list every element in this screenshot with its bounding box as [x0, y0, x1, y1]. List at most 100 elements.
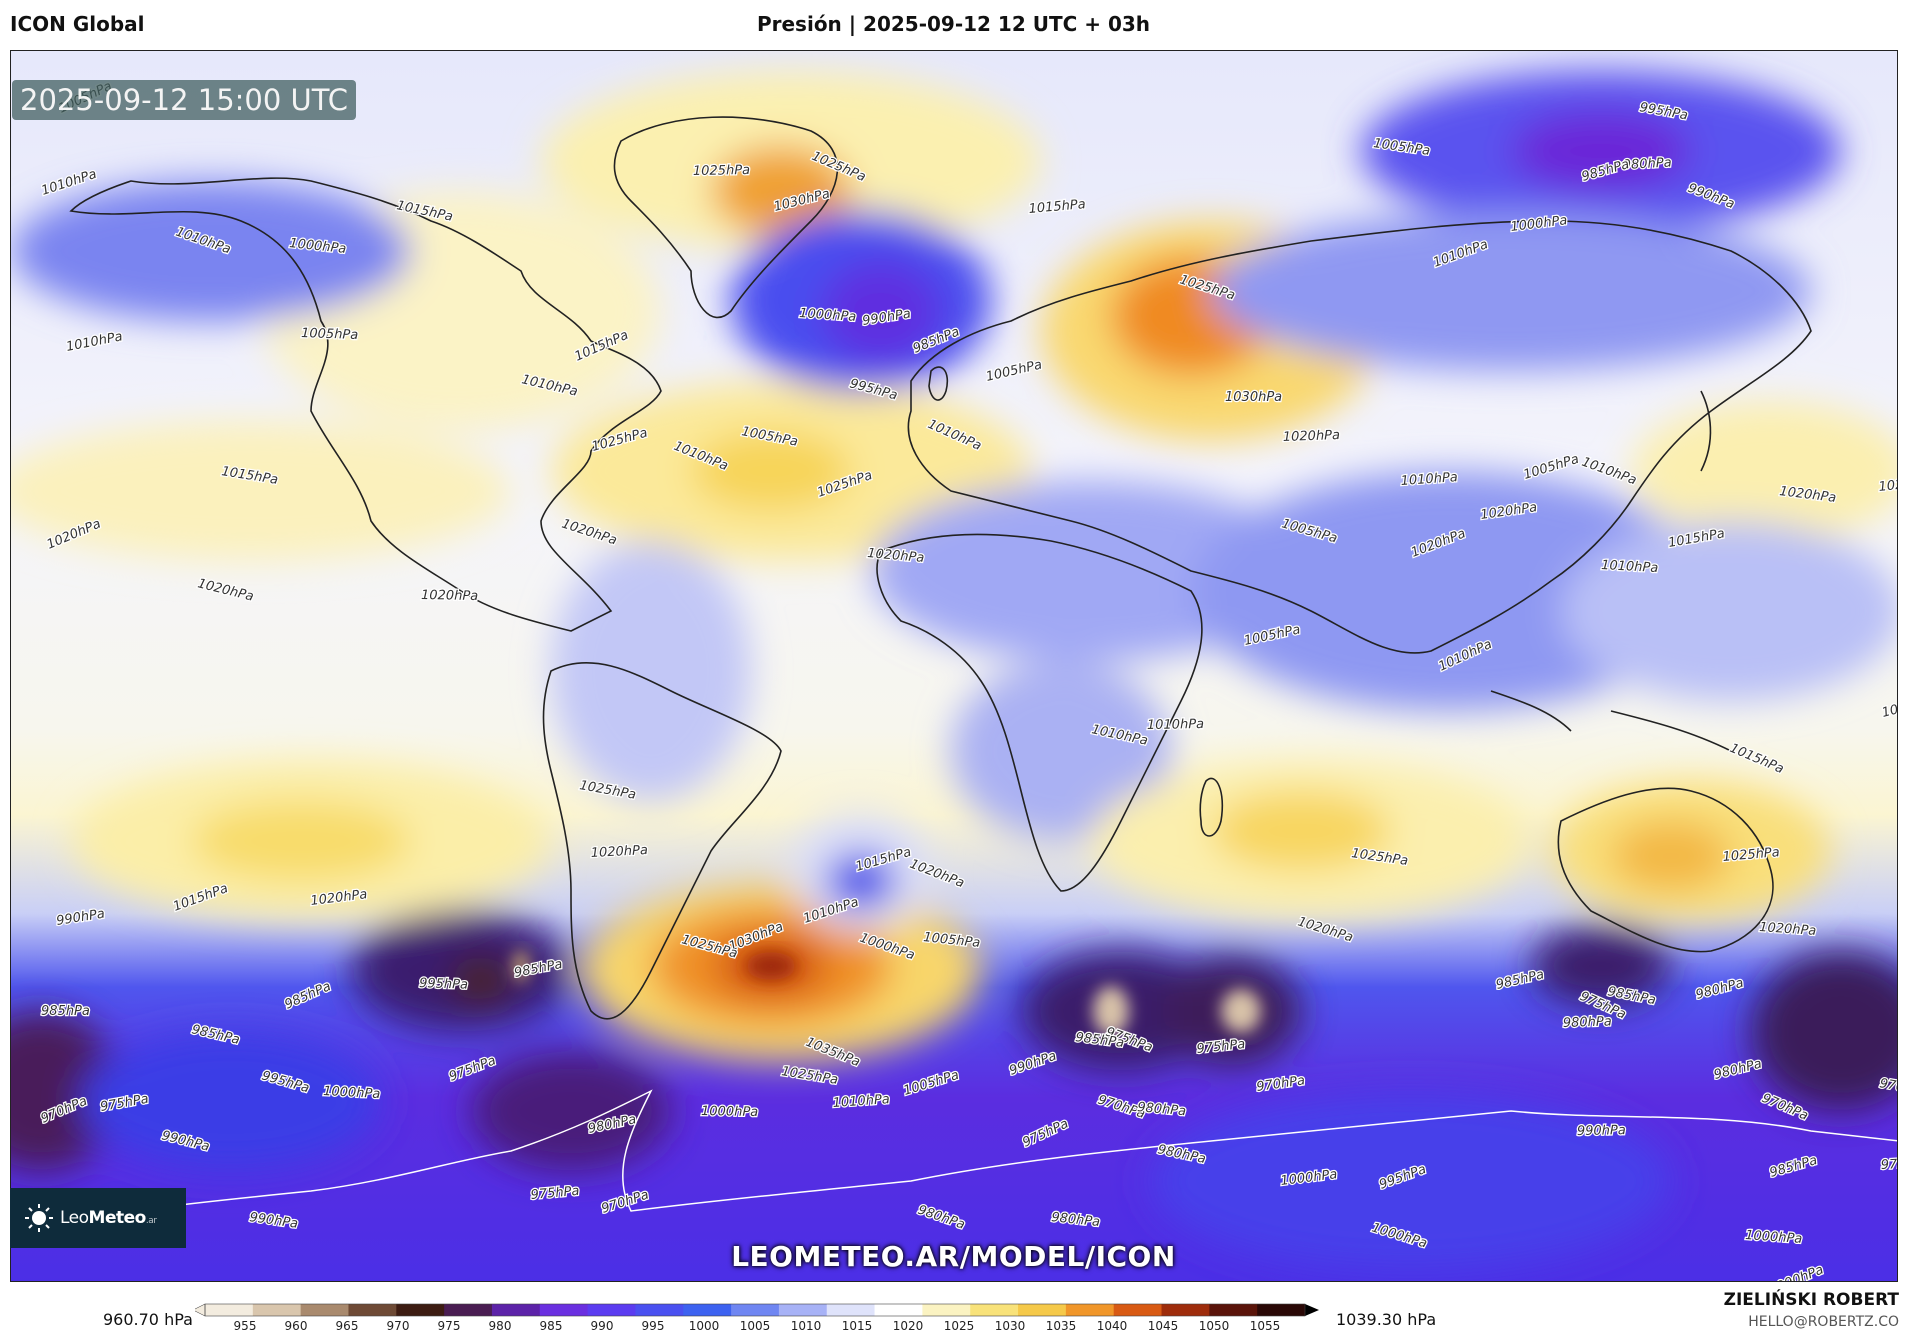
map-title: Presión | 2025-09-12 12 UTC + 03h	[756, 12, 1151, 36]
colorbar-swatch	[444, 1304, 493, 1316]
isobar-label: 1000hPa	[289, 236, 347, 257]
isobar-label: 1025hPa	[693, 163, 750, 179]
colorbar-tick-label: 1000	[689, 1319, 720, 1333]
colorbar-swatch	[1257, 1304, 1306, 1316]
colorbar-swatch	[1018, 1304, 1067, 1316]
colorbar-tick-label: 1045	[1148, 1319, 1179, 1333]
isobar-label: 1030hPa	[1225, 390, 1282, 405]
colorbar-tick-label: 985	[540, 1319, 563, 1333]
colorbar-tick-label: 1025	[944, 1319, 975, 1333]
isobar-label: 1020hPa	[1878, 474, 1898, 495]
colorbar-tick-label: 990	[591, 1319, 614, 1333]
isobar-label: 980hPa	[1622, 155, 1672, 173]
colorbar-tick-label: 1005	[740, 1319, 771, 1333]
colorbar-tick-label: 995	[642, 1319, 665, 1333]
colorbar-tick-label: 955	[234, 1319, 257, 1333]
logo-text-bold: Meteo	[88, 1208, 147, 1228]
colorbar-swatch	[348, 1304, 397, 1316]
colorbar-swatch	[252, 1304, 302, 1316]
antarctica-coast	[11, 1089, 1897, 1232]
valid-time-badge: 2025-09-12 15:00 UTC	[12, 80, 357, 120]
colorbar-swatch	[300, 1304, 349, 1316]
isobar-label: 1005hPa	[923, 930, 981, 951]
colorbar-tick-label: 1050	[1199, 1319, 1230, 1333]
isobar-label: 1020hPa	[867, 546, 925, 566]
colorbar-max-label: 1039.30 hPa	[1336, 1310, 1437, 1329]
colorbar-max-arrow	[1305, 1304, 1319, 1316]
logo-text-light: Leo	[60, 1208, 89, 1228]
isobar-label: 1025hPa	[1722, 845, 1780, 865]
colorbar-tick-label: 960	[285, 1319, 308, 1333]
logo-text: LeoMeteo.ar	[60, 1208, 157, 1228]
colorbar-min-arrow	[195, 1303, 206, 1317]
colorbar-tick-label: 980	[489, 1319, 512, 1333]
isobar-label: 980hPa	[1051, 1210, 1101, 1230]
isobar-label: 1000hPa	[1745, 1228, 1803, 1247]
logo-text-suffix: .ar	[145, 1216, 157, 1226]
isobar-label: 980hPa	[1563, 1014, 1612, 1031]
isobar-label: 1015hPa	[1028, 197, 1086, 217]
sun-icon	[24, 1203, 54, 1233]
isobar-label: 1000hPa	[701, 1104, 758, 1120]
isobar-label: 1020hPa	[590, 843, 648, 861]
isobar-label: 975hPa	[1196, 1037, 1246, 1057]
colorbar-min-label: 960.70 hPa	[103, 1310, 193, 1329]
isobar-label: 1010hPa	[1400, 470, 1458, 489]
isobar-label: 985hPa	[1075, 1030, 1125, 1051]
colorbar-swatch	[396, 1304, 445, 1316]
colorbar-tick-label: 1030	[995, 1319, 1026, 1333]
isobar-label: 990hPa	[1577, 1123, 1626, 1139]
colorbar-swatch	[539, 1304, 589, 1316]
colorbar-swatch	[635, 1304, 684, 1316]
leometeo-logo: LeoMeteo.ar	[10, 1188, 186, 1248]
isobar-label: 1000hPa	[799, 306, 857, 325]
isobar-label: 1020hPa	[1759, 920, 1817, 939]
pressure-colorbar: 955 960 965 970 975 980 985 990 995 1000 1005 1010 1…	[195, 1303, 1319, 1333]
source-url: LEOMETEO.AR/MODEL/ICON	[731, 1240, 1176, 1273]
isobar-label: 1010hPa	[1601, 558, 1659, 576]
pressure-cores	[513, 950, 1261, 1036]
colorbar-tick-label: 1020	[893, 1319, 924, 1333]
colorbar-swatch	[683, 1304, 732, 1316]
colorbar-tick-label: 965	[336, 1319, 359, 1333]
colorbar-swatch	[970, 1304, 1019, 1316]
colorbar-tick-label: 1040	[1097, 1319, 1128, 1333]
isobar-label: 1010hPa	[832, 1092, 890, 1111]
colorbar-tick-label: 1055	[1250, 1319, 1281, 1333]
isobar-label: 975hPa	[1880, 1155, 1898, 1173]
colorbar-tick-label: 975	[438, 1319, 461, 1333]
colorbar-swatch	[778, 1304, 828, 1316]
colorbar-swatch	[1209, 1304, 1258, 1316]
colorbar-frame	[204, 1303, 1306, 1317]
colorbar-tick-label: 1015	[842, 1319, 873, 1333]
isobar-label: 985hPa	[41, 1004, 90, 1019]
colorbar-swatch	[731, 1304, 780, 1316]
isobar-label: 1000hPa	[323, 1084, 381, 1102]
colorbar-swatch	[491, 1304, 541, 1316]
pressure-map[interactable]: 1005hPa 1015hPa 1025hPa 1030hPa 1025hPa 995hP…	[10, 50, 1898, 1282]
pressure-systems	[11, 71, 1897, 1271]
colorbar-swatch	[1065, 1304, 1115, 1316]
colorbar-swatch	[826, 1304, 876, 1316]
isobar-label: 995hPa	[419, 976, 468, 993]
colorbar-swatch	[874, 1304, 923, 1316]
author-email: HELLO@ROBERTZ.CO	[1748, 1314, 1899, 1330]
colorbar-tick-label: 1010	[791, 1319, 822, 1333]
isobar-label: 980hPa	[1137, 1100, 1187, 1119]
pressure-field: 1005hPa 1015hPa 1025hPa 1030hPa 1025hPa 995hP…	[11, 51, 1898, 1281]
header: ICON Global Presión | 2025-09-12 12 UTC …	[0, 0, 1907, 50]
isobar-label: 1010hPa	[1147, 717, 1204, 733]
author-name: ZIELIŃSKI ROBERT	[1723, 1290, 1899, 1310]
isobar-label: 975hPa	[530, 1184, 580, 1203]
isobar-label: 1020hPa	[1283, 428, 1341, 445]
colorbar-tick-label: 970	[387, 1319, 410, 1333]
colorbar-swatch	[587, 1304, 636, 1316]
colorbar-tick-label: 1035	[1046, 1319, 1077, 1333]
model-name: ICON Global	[10, 12, 145, 36]
colorbar-swatch	[1113, 1304, 1163, 1316]
isobar-label: 1020hPa	[421, 588, 478, 604]
isobar-label: 1005hPa	[301, 326, 359, 343]
colorbar-swatch	[205, 1304, 254, 1316]
colorbar-swatch	[922, 1304, 971, 1316]
colorbar-swatch	[1161, 1304, 1210, 1316]
